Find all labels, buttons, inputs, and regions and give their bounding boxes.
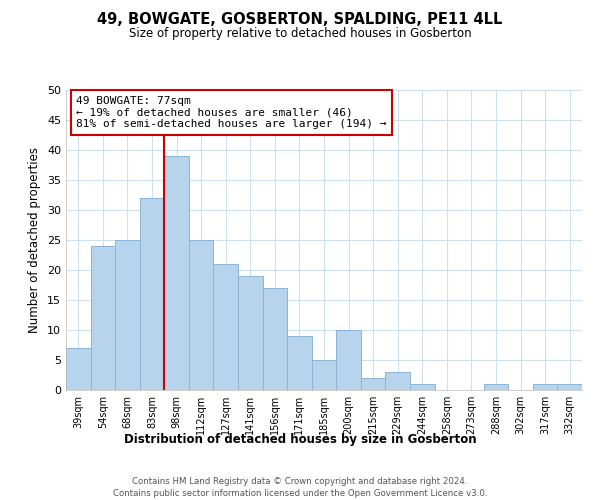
Bar — [140, 198, 164, 390]
Bar — [263, 288, 287, 390]
Text: 49, BOWGATE, GOSBERTON, SPALDING, PE11 4LL: 49, BOWGATE, GOSBERTON, SPALDING, PE11 4… — [97, 12, 503, 28]
Bar — [287, 336, 312, 390]
Bar — [361, 378, 385, 390]
Y-axis label: Number of detached properties: Number of detached properties — [28, 147, 41, 333]
Bar — [66, 348, 91, 390]
Bar — [238, 276, 263, 390]
Text: Contains HM Land Registry data © Crown copyright and database right 2024.: Contains HM Land Registry data © Crown c… — [132, 478, 468, 486]
Bar — [214, 264, 238, 390]
Bar — [91, 246, 115, 390]
Bar — [115, 240, 140, 390]
Bar — [164, 156, 189, 390]
Bar — [189, 240, 214, 390]
Bar — [557, 384, 582, 390]
Bar — [533, 384, 557, 390]
Bar — [484, 384, 508, 390]
Text: Distribution of detached houses by size in Gosberton: Distribution of detached houses by size … — [124, 432, 476, 446]
Text: Size of property relative to detached houses in Gosberton: Size of property relative to detached ho… — [128, 28, 472, 40]
Bar — [410, 384, 434, 390]
Bar — [312, 360, 336, 390]
Bar — [385, 372, 410, 390]
Text: 49 BOWGATE: 77sqm
← 19% of detached houses are smaller (46)
81% of semi-detached: 49 BOWGATE: 77sqm ← 19% of detached hous… — [76, 96, 387, 129]
Text: Contains public sector information licensed under the Open Government Licence v3: Contains public sector information licen… — [113, 489, 487, 498]
Bar — [336, 330, 361, 390]
